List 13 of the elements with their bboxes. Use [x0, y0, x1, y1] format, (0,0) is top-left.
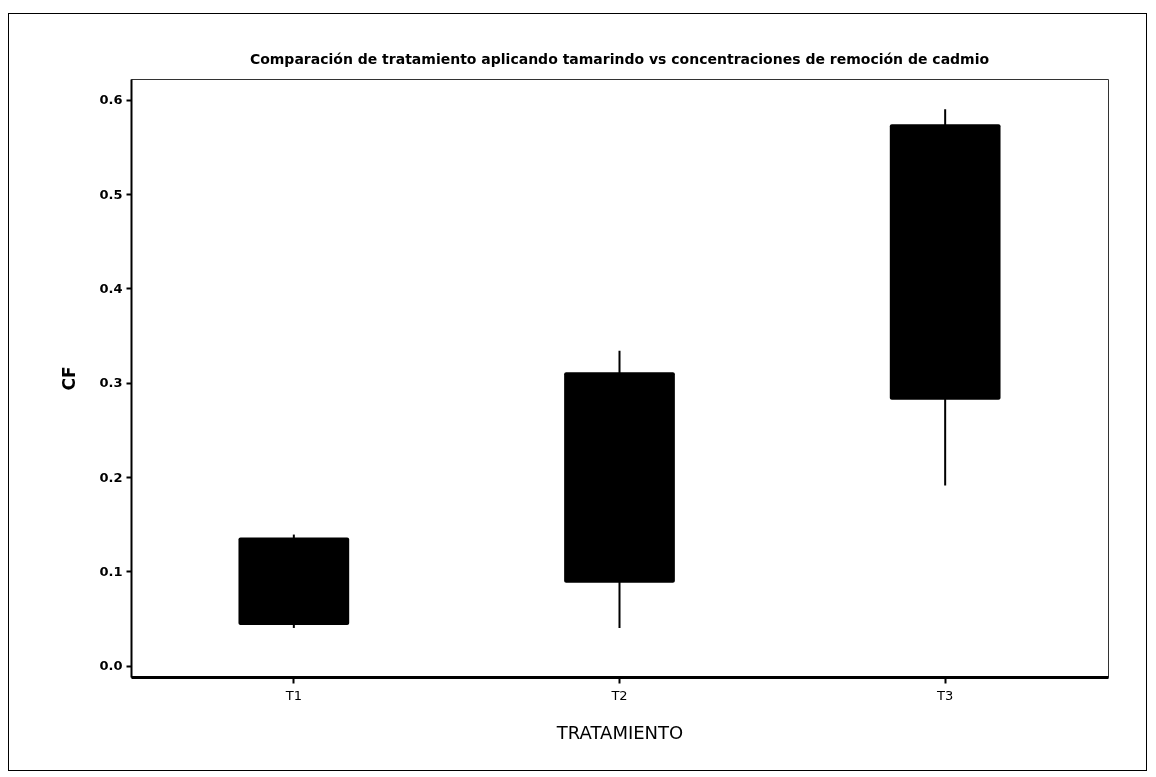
x-tick-label: T1 [284, 687, 302, 703]
chart-title: Comparación de tratamiento aplicando tamarindo vs concentraciones de remoción de cadmio [249, 51, 990, 67]
y-tick-label: 0.3 [99, 375, 123, 391]
y-axis-title: CF [59, 366, 80, 391]
x-axis-title: TRATAMIENTO [555, 721, 684, 743]
y-tick-label: 0.0 [99, 658, 123, 674]
y-tick-label: 0.1 [99, 563, 123, 579]
y-tick-label: 0.2 [99, 469, 123, 485]
y-tick-label: 0.5 [99, 186, 123, 202]
y-tick-label: 0.6 [99, 92, 123, 108]
x-tick-label: T3 [936, 687, 954, 703]
y-tick-label: 0.4 [99, 280, 123, 296]
x-tick-label: T2 [610, 687, 628, 703]
